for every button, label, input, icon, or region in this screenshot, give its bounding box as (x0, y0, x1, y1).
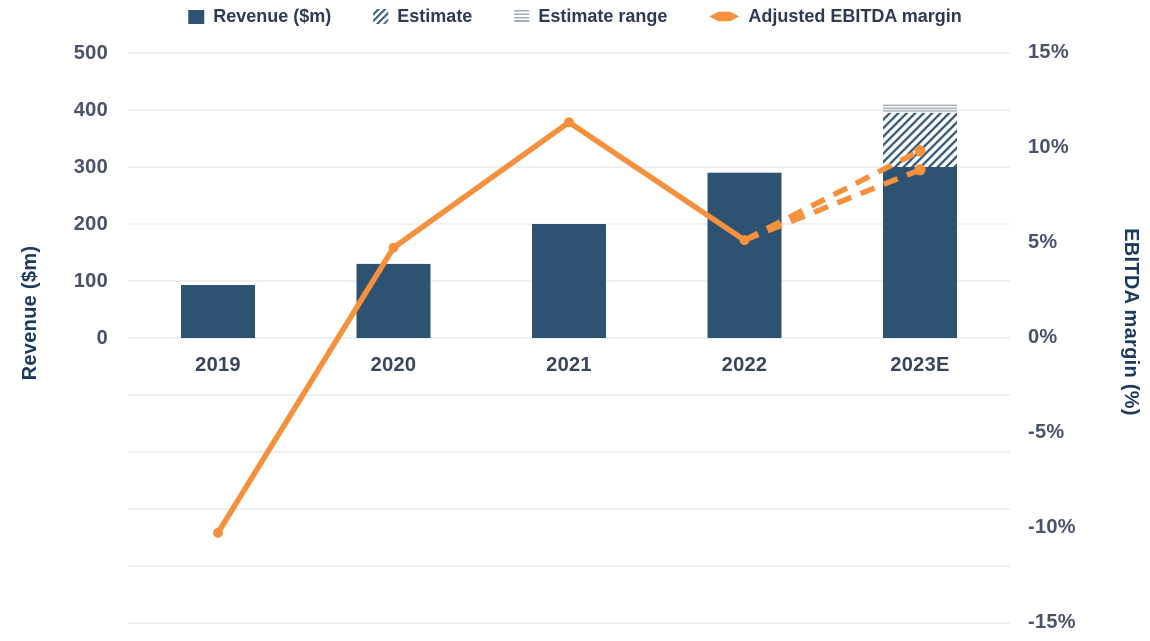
legend-label-estimate: Estimate (397, 6, 473, 26)
ebitda-margin-point (213, 527, 223, 538)
legend-label-ebitda-margin: Adjusted EBITDA margin (748, 6, 962, 26)
ebitda-line-marker-icon (709, 11, 740, 22)
ebitda-estimate-point (914, 145, 926, 157)
ebitda-estimate-dashed-line (743, 167, 922, 243)
ebitda-estimate-dashed-line (743, 148, 922, 243)
bar-2020 (356, 263, 431, 338)
revenue-swatch-icon (188, 9, 205, 24)
estimate-bar-2023E (883, 112, 957, 167)
revenue-bars (181, 104, 957, 338)
ebitda-margin-line (215, 119, 748, 536)
ebitda-margin-point (564, 117, 574, 128)
legend-label-estimate-range: Estimate range (538, 6, 668, 26)
bar-2019 (181, 284, 255, 338)
estimate-hatch-swatch-icon (373, 9, 389, 24)
legend-item-estimate-range: Estimate range (514, 6, 667, 27)
bar-2023E (883, 167, 957, 338)
ebitda-estimate-point (914, 164, 926, 176)
legend-label-revenue: Revenue ($m) (213, 6, 332, 26)
bar-2022 (707, 172, 782, 338)
gridlines (128, 52, 1010, 624)
bar-2021 (532, 224, 606, 338)
ebitda-margin-point (388, 242, 399, 253)
legend: Revenue ($m) Estimate Estimate range Adj… (188, 6, 962, 27)
estimate-range-swatch-icon (514, 10, 530, 23)
legend-item-estimate: Estimate (373, 6, 472, 27)
legend-item-ebitda-margin: Adjusted EBITDA margin (709, 6, 962, 27)
legend-item-revenue: Revenue ($m) (188, 6, 331, 27)
ebitda-margin-point (739, 235, 750, 246)
